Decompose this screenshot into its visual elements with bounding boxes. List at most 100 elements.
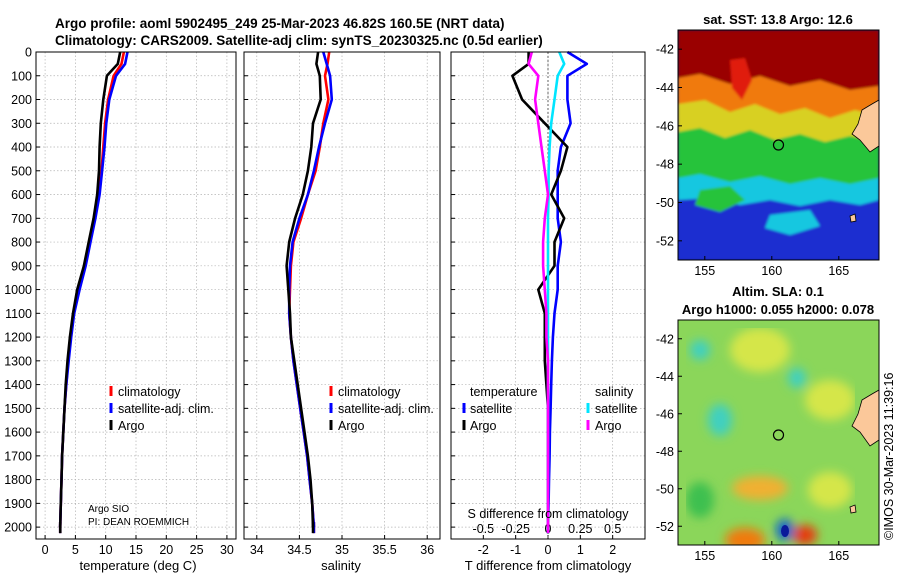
series-line <box>58 51 122 528</box>
x-tick-label: 1 <box>577 543 584 557</box>
secondary-tick-label: -0.5 <box>473 522 495 536</box>
sst-map <box>677 29 880 261</box>
argo-institution-note: Argo SIO <box>88 504 129 515</box>
salinity-xlabel: salinity <box>321 558 361 573</box>
legend-sal-argo: Argo <box>595 419 621 433</box>
map-y-tick-label: -48 <box>656 445 674 459</box>
temperature-profile-panel: 0100200300400500600700800900100011001200… <box>4 46 237 557</box>
legend-salinity-title: salinity <box>595 385 634 399</box>
argo-pi-note: PI: DEAN ROEMMICH <box>88 517 189 528</box>
map-y-tick-label: -42 <box>656 332 674 346</box>
x-tick-label: 0 <box>42 543 49 557</box>
sla-yellow-blob <box>805 380 855 420</box>
sla-eddy-core <box>781 525 789 537</box>
y-tick-label: 200 <box>11 93 32 107</box>
x-tick-label: 0 <box>545 543 552 557</box>
x-tick-label: 34 <box>250 543 264 557</box>
y-tick-label: 800 <box>11 236 32 250</box>
sst-map-title: sat. SST: 13.8 Argo: 12.6 <box>703 12 853 27</box>
y-tick-label: 500 <box>11 164 32 178</box>
legend-sal-satellite: satellite <box>595 402 637 416</box>
sla-cyan-blob <box>708 404 732 436</box>
y-tick-label: 400 <box>11 141 32 155</box>
map-x-tick-label: 165 <box>828 264 849 278</box>
y-tick-label: 300 <box>11 117 32 131</box>
x-tick-label: -1 <box>510 543 521 557</box>
salinity-legend: climatology satellite-adj. clim. Argo <box>329 385 434 433</box>
float-location-marker <box>772 139 785 151</box>
plot-frame <box>35 51 237 540</box>
legend-climatology: climatology <box>338 385 401 399</box>
sst-cyan-patch <box>765 210 820 235</box>
temperature-xlabel: temperature (deg C) <box>79 558 196 573</box>
series-line <box>527 51 550 528</box>
y-tick-label: 1800 <box>4 473 32 487</box>
sla-map <box>677 319 880 546</box>
figure-title-line2: Climatology: CARS2009. Satellite-adj cli… <box>55 33 543 48</box>
y-tick-label: 1000 <box>4 283 32 297</box>
sla-land-island <box>849 504 857 514</box>
map-y-tick-label: -50 <box>656 482 674 496</box>
float-location-marker <box>772 429 785 441</box>
legend-temp-satellite: satellite <box>470 402 512 416</box>
legend-argo: Argo <box>338 419 364 433</box>
difference-xlabel: T difference from climatology <box>465 558 632 573</box>
sla-green-blob <box>686 482 714 518</box>
sla-map-axes: 155 160 165 -42 -44 -46 -48 -50 -52 <box>656 332 849 563</box>
y-tick-label: 1500 <box>4 402 32 416</box>
secondary-tick-label: 0.25 <box>568 522 592 536</box>
sla-orange-blob <box>725 528 765 545</box>
plot-frame <box>450 51 646 540</box>
sst-map-axes: 155 160 165 -42 -44 -46 -48 -50 -52 <box>656 43 849 278</box>
x-tick-label: 36 <box>420 543 434 557</box>
sla-yellow-blob <box>808 472 852 508</box>
x-tick-label: 35 <box>335 543 349 557</box>
x-tick-label: 35.5 <box>372 543 396 557</box>
y-tick-label: 1900 <box>4 497 32 511</box>
secondary-tick-label: 0.5 <box>604 522 621 536</box>
imos-credit: ©IMOS 30-Mar-2023 11:39:16 <box>882 373 896 540</box>
map-x-tick-label: 160 <box>761 549 782 563</box>
map-x-tick-label: 155 <box>694 264 715 278</box>
map-y-tick-label: -50 <box>656 196 674 210</box>
y-tick-label: 700 <box>11 212 32 226</box>
y-tick-label: 0 <box>25 46 32 60</box>
legend-temp-argo: Argo <box>470 419 496 433</box>
legend-temperature-title: temperature <box>470 385 537 399</box>
legend-satellite-adj: satellite-adj. clim. <box>118 402 214 416</box>
legend-climatology: climatology <box>118 385 181 399</box>
y-tick-label: 1300 <box>4 354 32 368</box>
y-tick-label: 600 <box>11 188 32 202</box>
sla-yellow-blob <box>730 328 790 372</box>
legend-satellite-adj: satellite-adj. clim. <box>338 402 434 416</box>
legend-argo: Argo <box>118 419 144 433</box>
map-x-tick-label: 155 <box>694 549 715 563</box>
salinity-profile-panel: 34 34.5 35 35.5 36 <box>243 51 441 557</box>
sst-green-patch <box>695 186 745 212</box>
temperature-legend: climatology satellite-adj. clim. Argo <box>109 385 214 433</box>
figure-title-line1: Argo profile: aoml 5902495_249 25-Mar-20… <box>55 16 504 31</box>
sla-land-nz <box>851 389 879 447</box>
sla-map-title: Altim. SLA: 0.1 <box>732 284 824 299</box>
x-tick-label: 15 <box>129 543 143 557</box>
difference-secondary-axis-label: S difference from climatology <box>468 507 630 521</box>
x-tick-label: 2 <box>609 543 616 557</box>
x-tick-label: 10 <box>99 543 113 557</box>
map-y-tick-label: -48 <box>656 158 674 172</box>
map-y-tick-label: -52 <box>656 520 674 534</box>
map-y-tick-label: -52 <box>656 234 674 248</box>
map-y-tick-label: -46 <box>656 407 674 421</box>
map-y-tick-label: -44 <box>656 81 674 95</box>
sla-orange-blob <box>732 476 788 500</box>
map-x-tick-label: 160 <box>761 264 782 278</box>
x-tick-label: -2 <box>478 543 489 557</box>
sst-red-tongue <box>730 58 752 100</box>
y-tick-label: 1200 <box>4 331 32 345</box>
x-tick-label: 25 <box>190 543 204 557</box>
secondary-tick-label: -0.25 <box>501 522 530 536</box>
map-y-tick-label: -42 <box>656 43 674 57</box>
sla-map-subtitle: Argo h1000: 0.055 h2000: 0.078 <box>682 302 874 317</box>
y-tick-label: 1600 <box>4 426 32 440</box>
x-tick-label: 30 <box>220 543 234 557</box>
